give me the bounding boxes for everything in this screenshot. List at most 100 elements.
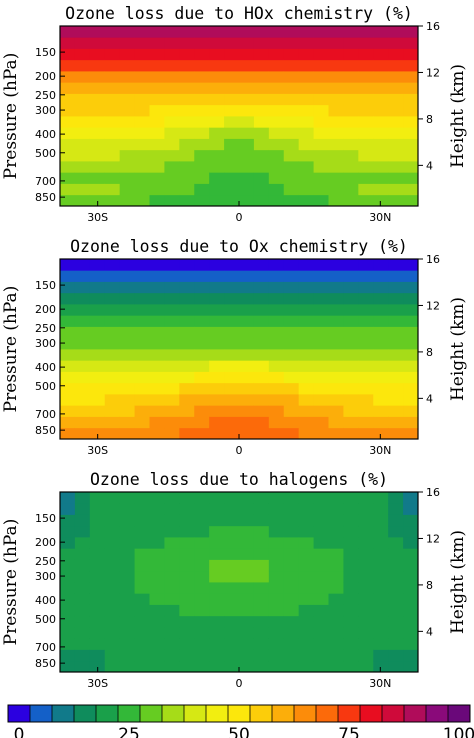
heatmap-cell (358, 416, 374, 429)
heatmap-cell (268, 304, 285, 316)
heatmap-cell (209, 138, 225, 151)
heatmap-cell (74, 649, 91, 662)
heatmap-cell (104, 270, 121, 282)
heatmap-cell (119, 82, 135, 94)
heatmap-cell (388, 604, 404, 617)
heatmap-cell (283, 525, 300, 538)
heatmap-cell (164, 427, 180, 440)
heatmap-cell (239, 492, 255, 504)
heatmap-cell (164, 59, 180, 72)
heatmap-cell (134, 292, 150, 305)
heatmap-cell (343, 503, 359, 515)
heatmap-cell (358, 37, 374, 49)
heatmap-cell (224, 183, 240, 196)
heatmap-cell (149, 59, 165, 72)
heatmap-cell (209, 638, 225, 650)
heatmap-cell (104, 26, 121, 38)
heatmap-cell (119, 138, 135, 151)
heatmap-cell (313, 26, 329, 38)
heatmap-cell (164, 649, 180, 662)
colorbar-swatch (96, 705, 119, 722)
heatmap-cell (224, 138, 240, 151)
heatmap-cell (104, 593, 121, 605)
y2-tick-label: 4 (426, 159, 433, 172)
heatmap-cell (194, 514, 210, 527)
heatmap-cell (298, 503, 314, 515)
heatmap-cell (268, 127, 285, 139)
heatmap-cell (328, 492, 344, 504)
heatmap-cell (253, 326, 270, 339)
heatmap-cell (403, 492, 419, 504)
heatmap-cell (119, 604, 135, 617)
heatmap-cell (373, 604, 389, 617)
x-tick-label: 30S (87, 211, 108, 224)
heatmap-cell (209, 570, 225, 583)
heatmap-cell (239, 649, 255, 662)
heatmap-cell (283, 537, 300, 549)
heatmap-cell (134, 93, 150, 106)
heatmap-cell (253, 394, 270, 406)
heatmap-cell (224, 26, 240, 38)
heatmap-cell (104, 281, 121, 294)
heatmap-cell (89, 183, 106, 196)
heatmap-cell (343, 304, 359, 316)
heatmap-cell (164, 194, 180, 207)
heatmap-cell (89, 161, 106, 173)
heatmap-cell (388, 405, 404, 417)
heatmap-cell (89, 615, 106, 628)
heatmap-cell (179, 183, 195, 196)
heatmap-cell (313, 183, 329, 196)
colorbar-swatch (162, 705, 185, 722)
heatmap-cell (343, 116, 359, 128)
heatmap-cell (388, 161, 404, 173)
heatmap-cell (239, 514, 255, 527)
y-tick-label: 700 (35, 408, 56, 421)
heatmap-cell (134, 259, 150, 271)
heatmap-cell (373, 360, 389, 372)
heatmap-cell (343, 194, 359, 207)
heatmap-cell (74, 559, 91, 572)
y-tick-label: 250 (35, 89, 56, 102)
heatmap-cell (313, 93, 329, 106)
heatmap-cell (313, 138, 329, 151)
heatmap-cell (328, 127, 344, 139)
heatmap-cell (343, 172, 359, 184)
heatmap-cell (358, 492, 374, 504)
heatmap-cell (239, 161, 255, 173)
heatmap-cell (209, 615, 225, 628)
heatmap-cell (164, 548, 180, 560)
heatmap-cell (194, 537, 210, 549)
heatmap-cell (268, 194, 285, 207)
heatmap-cell (224, 627, 240, 639)
heatmap-cell (209, 371, 225, 384)
heatmap-cell (388, 172, 404, 184)
heatmap-cell (179, 559, 195, 572)
x-tick-label: 0 (236, 677, 243, 690)
heatmap-cell (239, 59, 255, 72)
heatmap-cell (253, 71, 270, 83)
heatmap-cell (209, 416, 225, 429)
heatmap-cell (388, 537, 404, 549)
heatmap-cell (388, 638, 404, 650)
heatmap-cell (358, 161, 374, 173)
heatmap-cell (89, 270, 106, 282)
heatmap-cell (164, 161, 180, 173)
heatmap-cell (298, 116, 314, 128)
heatmap-cell (119, 492, 135, 504)
heatmap-cell (358, 537, 374, 549)
heatmap-cell (343, 149, 359, 162)
heatmap-cell (343, 559, 359, 572)
heatmap-cell (149, 559, 165, 572)
heatmap-cell (239, 37, 255, 49)
heatmap-cell (358, 582, 374, 594)
heatmap-cell (224, 127, 240, 139)
heatmap-cell (373, 315, 389, 327)
heatmap-cell (313, 172, 329, 184)
heatmap-cell (149, 104, 165, 117)
heatmap-cell (253, 604, 270, 617)
colorbar-swatch (294, 705, 317, 722)
heatmap-cell (298, 259, 314, 271)
heatmap-cell (60, 292, 76, 305)
heatmap-cell (164, 537, 180, 549)
heatmap-cell (134, 172, 150, 184)
